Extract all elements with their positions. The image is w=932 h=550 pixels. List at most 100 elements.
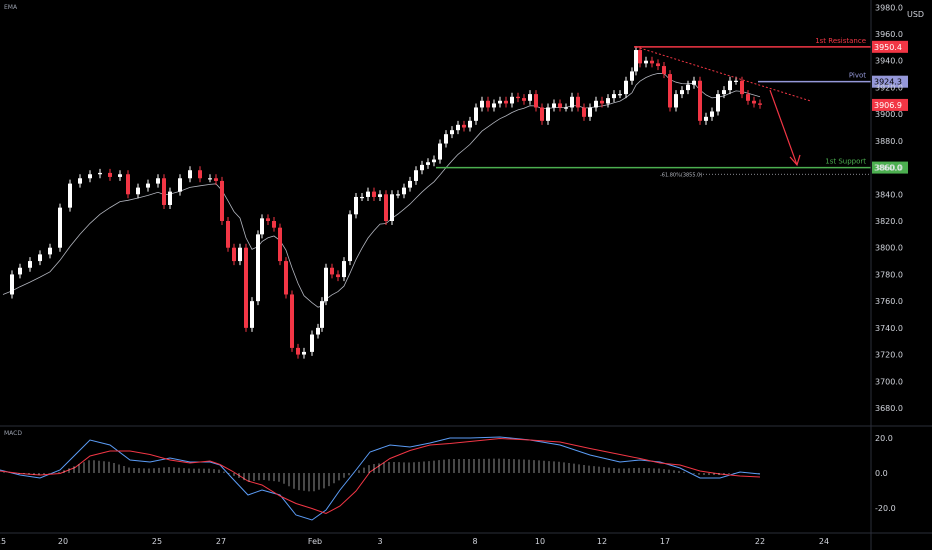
candle-body <box>704 116 708 121</box>
candle-body <box>546 107 550 121</box>
candle-body <box>408 180 412 188</box>
candle-body <box>716 94 720 112</box>
candle-body <box>272 221 276 228</box>
candle-body <box>552 103 556 108</box>
candle-body <box>244 247 248 328</box>
level-badge <box>872 75 908 88</box>
candle-body <box>188 170 192 179</box>
last-price-badge <box>872 98 908 111</box>
candle-body <box>296 347 300 355</box>
price-tick-label: 3740.0 <box>875 324 903 333</box>
price-tick-label: 3720.0 <box>875 351 903 360</box>
candle-body <box>10 274 14 295</box>
candle-body <box>456 124 460 131</box>
candle-body <box>414 170 418 181</box>
candle-body <box>336 274 340 278</box>
candle-body <box>28 261 32 268</box>
candle-body <box>510 96 514 104</box>
price-tick-label: 3800.0 <box>875 244 903 253</box>
candle-body <box>168 191 172 205</box>
candle-body <box>198 170 202 179</box>
candle-body <box>734 80 738 82</box>
candle-body <box>686 84 690 91</box>
candle-body <box>498 100 502 104</box>
candle-body <box>618 94 622 96</box>
price-tick-label: 3920.0 <box>875 83 903 92</box>
candle-body <box>390 194 394 221</box>
candle-body <box>534 94 538 108</box>
candle-body <box>118 174 122 177</box>
candle-body <box>256 234 260 302</box>
candle-body <box>378 194 382 197</box>
candle-body <box>420 164 424 171</box>
candle-body <box>680 90 684 95</box>
candle-body <box>638 50 642 64</box>
price-axis[interactable]: 3980.0 3960.0 3940.0 3920.0 3900.0 3880.0 3860… <box>875 3 903 513</box>
candle-body <box>474 107 478 121</box>
price-tick-label: 3680.0 <box>875 404 903 413</box>
time-tick-label: 15 <box>0 537 6 546</box>
candle-body <box>126 174 130 195</box>
candle-body <box>260 218 264 235</box>
candle-body <box>220 180 224 221</box>
time-tick-label: 27 <box>216 537 226 546</box>
macd-tick-label: 20.0 <box>875 434 893 443</box>
price-tick-label: 3760.0 <box>875 297 903 306</box>
candle-body <box>486 100 490 108</box>
currency-label[interactable]: USD <box>907 10 924 19</box>
candle-body <box>752 100 756 104</box>
candle-body <box>372 191 376 197</box>
level-label: 1st Resistance <box>815 37 866 45</box>
candle-body <box>588 107 592 117</box>
price-tick-label: 3960.0 <box>875 30 903 39</box>
time-tick-label: 25 <box>152 537 162 546</box>
price-tick-label: 3840.0 <box>875 190 903 199</box>
candle-body <box>570 96 574 108</box>
candle-body <box>208 178 212 180</box>
projection-arrow[interactable] <box>769 89 798 166</box>
indicator-label: EMA <box>4 4 18 11</box>
candle-body <box>426 162 430 165</box>
candle-body <box>342 261 346 278</box>
candle-body <box>740 80 744 95</box>
time-tick-label: 8 <box>472 537 477 546</box>
price-tick-label: 3860.0 <box>875 164 903 173</box>
arrow-head <box>789 154 801 167</box>
candle-body <box>18 267 22 275</box>
time-axis[interactable]: 15 20 25 27 Feb 3 8 10 12 17 22 24 <box>0 537 829 546</box>
candle-body <box>444 134 448 144</box>
candle-body <box>558 103 562 108</box>
price-tick-label: 3980.0 <box>875 3 903 12</box>
candle-body <box>624 80 628 95</box>
level-badge-text: 3924.3 <box>874 78 902 87</box>
candle-body <box>722 90 726 95</box>
macd-line <box>0 436 761 521</box>
candle-body <box>214 178 218 181</box>
time-tick-label: 3 <box>377 537 382 546</box>
candle-body <box>462 124 466 128</box>
level-label: 1st Support <box>825 158 866 166</box>
candle-body <box>108 172 112 177</box>
candle-body <box>136 187 140 195</box>
time-tick-label: 24 <box>819 537 829 546</box>
candle-body <box>728 80 732 91</box>
candle-body <box>348 214 352 262</box>
time-tick-label: 12 <box>597 537 607 546</box>
candle-body <box>674 94 678 108</box>
candle-body <box>612 94 616 99</box>
price-tick-label: 3820.0 <box>875 217 903 226</box>
level-badge <box>872 40 908 53</box>
candle-body <box>692 80 696 85</box>
candle-body <box>156 178 160 184</box>
price-tick-label: 3940.0 <box>875 57 903 66</box>
candle-body <box>540 107 544 121</box>
candle-body <box>528 94 532 101</box>
candle-body <box>88 174 92 179</box>
candle-body <box>746 94 750 101</box>
level-badge-text: 3860.0 <box>874 164 902 173</box>
candle-body <box>250 301 254 328</box>
candle-body <box>492 103 496 108</box>
candle-body <box>450 130 454 135</box>
candle-body <box>320 301 324 328</box>
